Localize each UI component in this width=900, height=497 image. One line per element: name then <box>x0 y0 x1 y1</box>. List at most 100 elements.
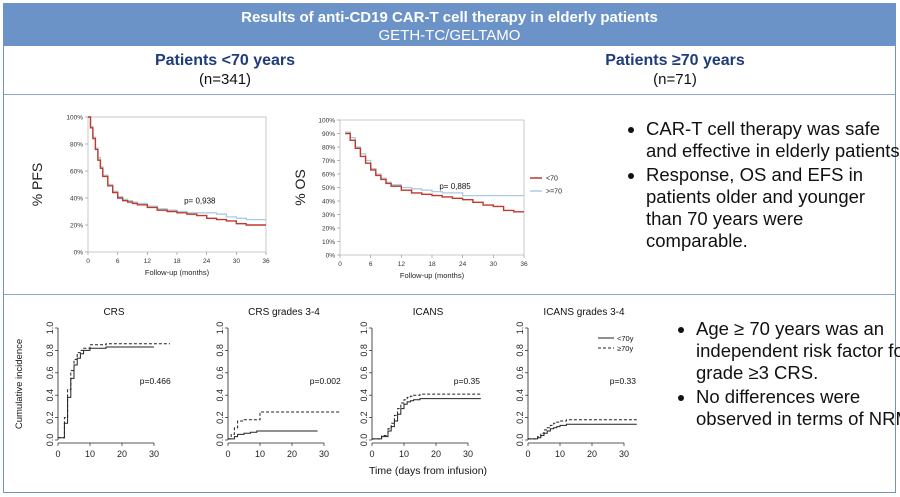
pfs-series-ge70 <box>88 116 266 221</box>
bullet-item: No differences were observed in terms of… <box>696 386 900 430</box>
pfs-x-tick-label: 12 <box>144 258 152 265</box>
os-x-tick-label: 12 <box>398 261 406 268</box>
os-series-ge70 <box>345 131 524 197</box>
icans-y-tick-label: 0.4 <box>359 389 369 402</box>
crs-y-tick-label: 0.4 <box>45 389 55 402</box>
figure-title: Results of anti-CD19 CAR-T cell therapy … <box>241 9 658 26</box>
pfs-x-tick-label: 24 <box>203 258 211 265</box>
crs34-y-tick-label: 0.4 <box>215 389 225 402</box>
os-x-tick-label: 6 <box>369 261 373 268</box>
figure-subtitle: GETH-TC/GELTAMO <box>378 27 521 44</box>
group-count: (n=71) <box>653 71 697 88</box>
crs-chart-title: CRS <box>103 307 124 318</box>
pfs-x-axis-title: Follow-up (months) <box>145 268 210 277</box>
os-y-tick-label: 70% <box>322 158 335 165</box>
icans34-y-tick-label: 0.2 <box>515 411 525 424</box>
icans-y-tick-label: 0.6 <box>359 367 369 380</box>
icans34-chart-title: ICANS grades 3-4 <box>543 307 625 318</box>
crs-y-axis-title: Cumulative incidence <box>14 339 25 429</box>
crs-series-ge70 <box>58 343 170 439</box>
pfs-x-tick-label: 0 <box>86 258 90 265</box>
os-y-tick-label: 40% <box>322 199 335 206</box>
figure-frame <box>3 3 896 493</box>
os-y-tick-label: 20% <box>322 226 335 233</box>
crs-y-tick-label: 0.0 <box>45 434 55 447</box>
icans-x-tick-label: 10 <box>399 449 409 459</box>
bullets-bottom: Age ≥ 70 years was an independent risk f… <box>670 318 900 432</box>
os-x-tick-label: 30 <box>490 261 498 268</box>
pfs-x-tick-label: 36 <box>262 258 270 265</box>
os-p-value: p= 0,885 <box>439 182 471 191</box>
icans-x-tick-label: 0 <box>369 449 374 459</box>
os-x-tick-label: 0 <box>338 261 342 268</box>
crs34-p-value: p=0.002 <box>310 376 341 386</box>
crs-x-tick-label: 20 <box>117 449 127 459</box>
group-70-plus: Patients ≥70 years (n=71) <box>515 52 835 88</box>
crs-x-tick-label: 0 <box>55 449 60 459</box>
icans34-series-lt70 <box>528 423 637 440</box>
crs-y-tick-label: 1.0 <box>45 322 55 335</box>
icans-series-lt70 <box>372 398 481 440</box>
group-label: Patients ≥70 years <box>605 52 745 69</box>
os-series-lt70 <box>345 132 524 213</box>
crs34-y-tick-label: 0.6 <box>215 367 225 380</box>
os-x-tick-label: 24 <box>459 261 467 268</box>
pfs-x-tick-label: 30 <box>233 258 241 265</box>
icans34-p-value: p=0.33 <box>610 376 637 386</box>
icans34-y-tick-label: 0.8 <box>515 344 525 357</box>
os-plot-frame <box>339 119 525 256</box>
os-legend-label: >=70 <box>546 189 562 196</box>
os-legend-label: <70 <box>546 176 558 183</box>
crs-x-tick-label: 10 <box>85 449 95 459</box>
icans-x-axis-title: Time (days from infusion) <box>369 465 487 477</box>
pfs-y-axis-title: % PFS <box>29 163 45 207</box>
crs34-y-tick-label: 1.0 <box>215 322 225 335</box>
pfs-plot-frame <box>87 116 267 253</box>
pfs-series-lt70 <box>88 116 266 226</box>
bullets-top: CAR-T cell therapy was safe and effectiv… <box>620 118 900 254</box>
pfs-y-tick-label: 0% <box>74 250 84 257</box>
bullet-item: Response, OS and EFS in patients older a… <box>646 164 900 252</box>
crs-y-tick-label: 0.2 <box>45 411 55 424</box>
pfs-y-tick-label: 40% <box>70 196 83 203</box>
os-y-tick-label: 30% <box>322 212 335 219</box>
os-y-tick-label: 60% <box>322 172 335 179</box>
os-x-tick-label: 36 <box>520 261 528 268</box>
crs-y-tick-label: 0.6 <box>45 367 55 380</box>
crs34-y-tick-label: 0.8 <box>215 344 225 357</box>
crs34-chart-title: CRS grades 3-4 <box>248 307 320 318</box>
icans-x-tick-label: 30 <box>463 449 473 459</box>
divider-top <box>4 94 895 95</box>
icans34-x-tick-label: 10 <box>555 449 565 459</box>
pfs-y-tick-label: 80% <box>70 142 83 149</box>
bullet-item: Age ≥ 70 years was an independent risk f… <box>696 318 900 384</box>
pfs-x-tick-label: 18 <box>173 258 181 265</box>
icans34-series-ge70 <box>528 419 637 440</box>
os-y-tick-label: 80% <box>322 145 335 152</box>
os-y-tick-label: 10% <box>322 239 335 246</box>
bullet-item: CAR-T cell therapy was safe and effectiv… <box>646 118 900 162</box>
pfs-y-tick-label: 20% <box>70 223 83 230</box>
os-x-tick-label: 18 <box>428 261 436 268</box>
pfs-x-tick-label: 6 <box>116 258 120 265</box>
icans34-y-tick-label: 1.0 <box>515 322 525 335</box>
icans-y-tick-label: 0.2 <box>359 411 369 424</box>
os-x-axis-title: Follow-up (months) <box>400 271 465 280</box>
group-label: Patients <70 years <box>154 52 296 69</box>
pfs-y-tick-label: 100% <box>66 115 83 122</box>
icans-y-tick-label: 0.0 <box>359 434 369 447</box>
icans-chart-title: ICANS <box>413 307 444 318</box>
pfs-p-value: p= 0,938 <box>184 196 216 205</box>
crs34-series-ge70 <box>228 411 340 440</box>
crs34-series-lt70 <box>228 430 318 440</box>
os-y-tick-label: 0% <box>326 253 336 260</box>
crs34-y-tick-label: 0.2 <box>215 411 225 424</box>
pfs-y-tick-label: 60% <box>70 169 83 176</box>
os-y-axis-title: % OS <box>292 169 308 206</box>
crs34-x-tick-label: 30 <box>319 449 329 459</box>
icans-y-tick-label: 1.0 <box>359 322 369 335</box>
os-y-tick-label: 90% <box>322 131 335 138</box>
icans34-x-tick-label: 30 <box>619 449 629 459</box>
icans-y-tick-label: 0.8 <box>359 344 369 357</box>
